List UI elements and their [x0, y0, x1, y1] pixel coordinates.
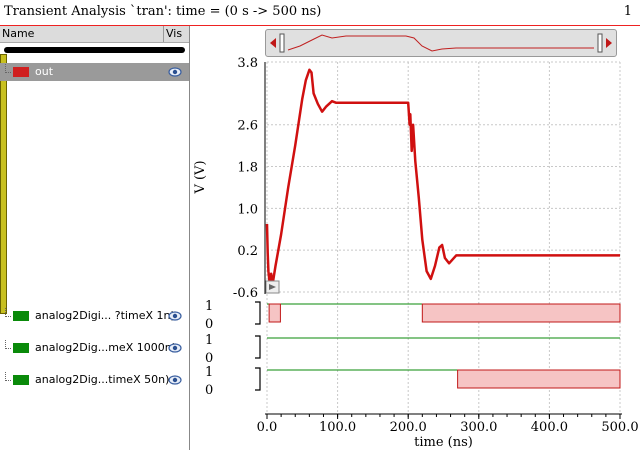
x-tick-label: 300.0 [460, 420, 497, 435]
x-tick-label: 200.0 [390, 420, 427, 435]
signal-color-swatch [13, 343, 29, 353]
right-range-handle[interactable] [597, 33, 603, 53]
signal-color-swatch [13, 311, 29, 321]
y-tick-label: 0.2 [237, 244, 258, 259]
low-level-label: 0 [205, 317, 213, 332]
x-tick-label: 400.0 [531, 420, 568, 435]
high-level-label: 1 [205, 365, 213, 380]
signal-label: analog2Dig...timeX 50n) [35, 373, 170, 386]
play-marker[interactable] [265, 280, 280, 294]
column-header-name[interactable]: Name [2, 27, 35, 40]
x-tick-label: 100.0 [319, 420, 356, 435]
analog-waveform [265, 68, 620, 286]
signal-label: analog2Dig...meX 1000n) [35, 341, 176, 354]
digital-lane-3[interactable]: 10 [205, 365, 621, 398]
selection-bracket [0, 54, 7, 314]
signal-row-digital-1[interactable]: analog2Digi... ?timeX 1n) [0, 307, 189, 325]
x-tick-labels: 0.0 100.0 200.0 300.0 400.0 500.0 [257, 420, 639, 435]
digital-lane-1[interactable]: 10 [205, 299, 621, 332]
lane-bracket [255, 335, 261, 359]
play-icon[interactable] [269, 284, 276, 290]
lane-bracket [255, 301, 261, 325]
y-tick-labels: 3.8 2.6 1.8 1.0 0.2 -0.6 [233, 56, 258, 301]
y-axis-label: V (V) [193, 160, 208, 194]
y-tick-label: 2.6 [237, 119, 258, 134]
group-bar[interactable] [4, 47, 185, 53]
signal-row-out[interactable]: out [0, 63, 189, 81]
waveform-chart[interactable]: 3.8 2.6 1.8 1.0 0.2 -0.6 0.0 100.0 200.0 300.0 40… [190, 26, 640, 450]
overview-scrollbar[interactable] [265, 29, 617, 57]
signal-row-digital-3[interactable]: analog2Dig...timeX 50n) [0, 371, 189, 389]
left-range-handle[interactable] [279, 33, 285, 53]
eye-icon[interactable] [168, 310, 182, 322]
out-waveform-line[interactable] [265, 68, 620, 286]
column-separator[interactable] [163, 26, 164, 42]
signal-list-panel: Name Vis out analog2Digi... ?timeX 1n) a… [0, 26, 190, 450]
eye-icon[interactable] [168, 66, 182, 78]
y-tick-label: 3.8 [237, 56, 258, 71]
tree-connector [5, 64, 11, 73]
tree-connector [5, 308, 11, 317]
low-level-label: 0 [205, 383, 213, 398]
grid-lines [264, 61, 622, 419]
page-number: 1 [623, 4, 632, 19]
x-axis-label: time (ns) [414, 435, 473, 450]
window-title: Transient Analysis `tran': time = (0 s -… [4, 4, 322, 19]
signal-color-swatch [13, 67, 29, 77]
lane-bracket [255, 367, 261, 391]
high-level-label: 1 [205, 333, 213, 348]
digital-pulse[interactable] [421, 303, 621, 323]
overview-waveform [287, 34, 594, 52]
eye-icon[interactable] [168, 342, 182, 354]
tree-connector [5, 340, 11, 349]
title-bar: Transient Analysis `tran': time = (0 s -… [0, 0, 640, 26]
signal-label: analog2Digi... ?timeX 1n) [35, 309, 175, 322]
signal-label: out [35, 65, 54, 78]
x-tick-label: 0.0 [257, 420, 278, 435]
signal-color-swatch [13, 375, 29, 385]
digital-lane-2[interactable]: 10 [205, 333, 620, 366]
title-divider [0, 25, 640, 26]
eye-icon[interactable] [168, 374, 182, 386]
scroll-right-arrow-icon[interactable] [606, 38, 612, 48]
y-tick-label: 1.8 [237, 161, 258, 176]
overview-thumbnail[interactable] [266, 30, 616, 56]
scroll-left-arrow-icon[interactable] [270, 38, 276, 48]
digital-pulse[interactable] [268, 303, 281, 323]
y-tick-label: 1.0 [237, 202, 258, 217]
column-header-vis[interactable]: Vis [166, 27, 183, 40]
plot-area[interactable]: 3.8 2.6 1.8 1.0 0.2 -0.6 0.0 100.0 200.0 300.0 40… [190, 26, 640, 450]
digital-pulse[interactable] [457, 369, 621, 389]
signal-row-digital-2[interactable]: analog2Dig...meX 1000n) [0, 339, 189, 357]
y-tick-label: -0.6 [233, 286, 258, 301]
high-level-label: 1 [205, 299, 213, 314]
x-tick-label: 500.0 [601, 420, 638, 435]
tree-connector [5, 372, 11, 381]
low-level-label: 0 [205, 351, 213, 366]
signal-list-header: Name Vis [0, 26, 189, 43]
